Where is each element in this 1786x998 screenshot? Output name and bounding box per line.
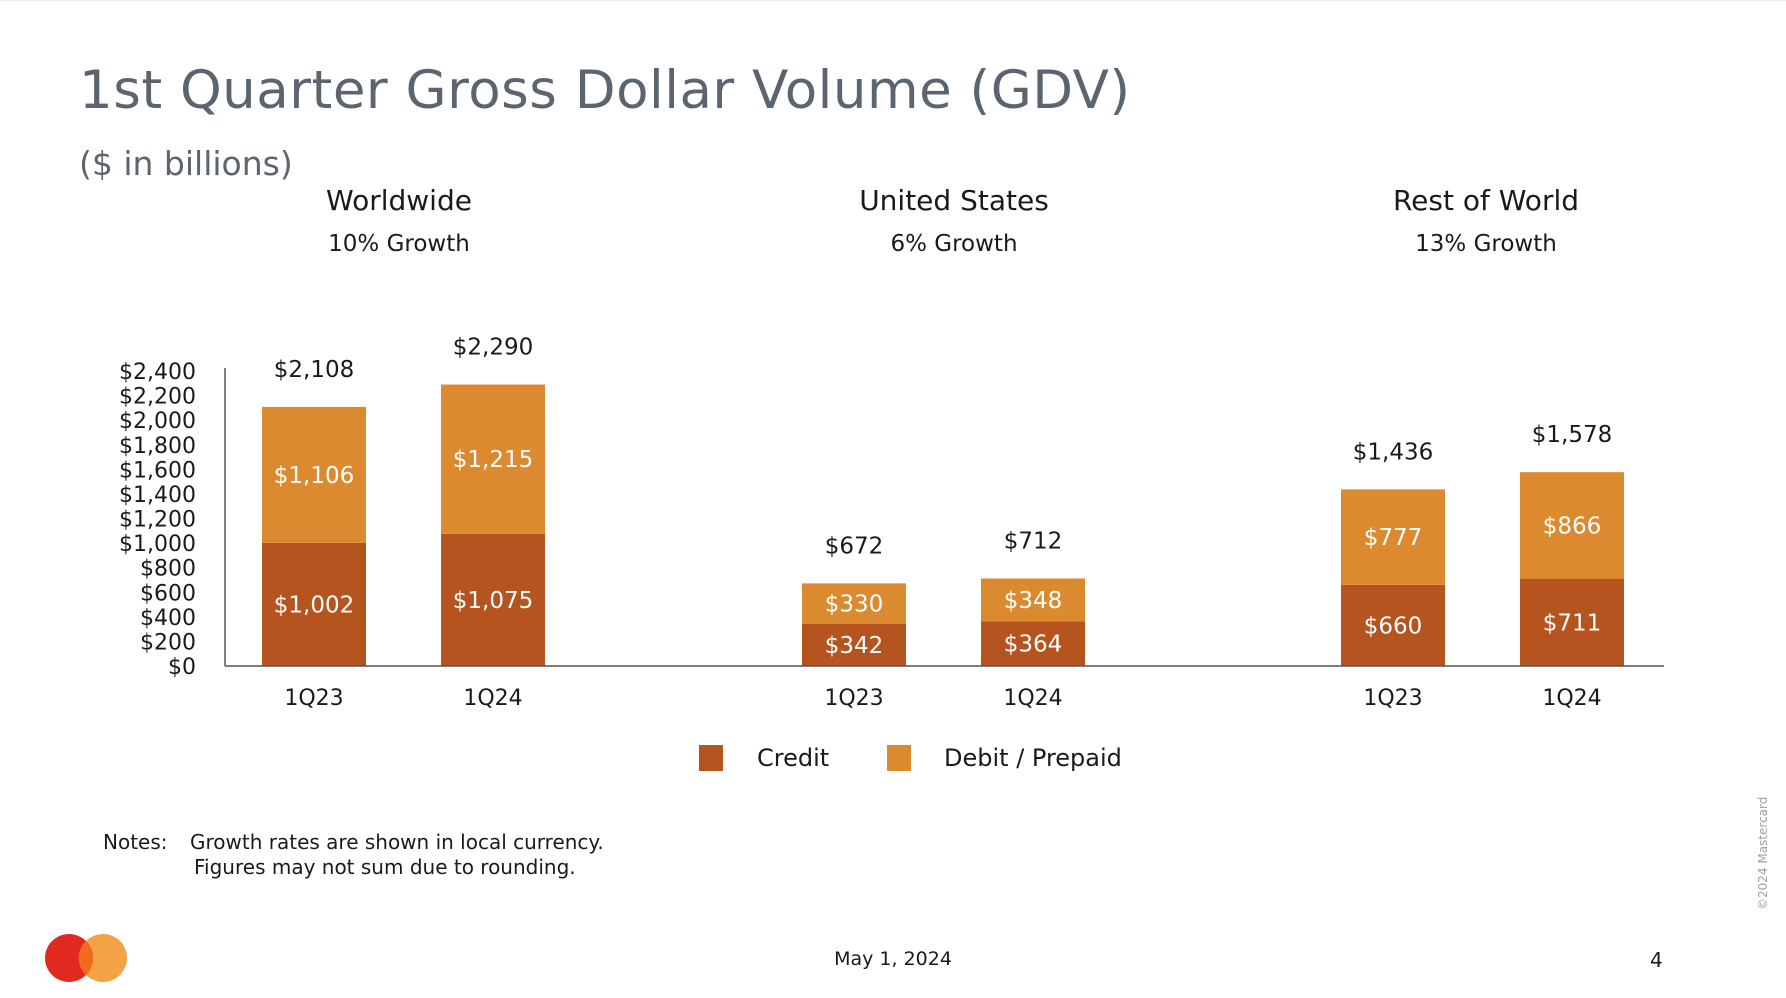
data-label-credit: $660 (1364, 613, 1423, 639)
panel-heading-worldwide: Worldwide 10% Growth (199, 184, 599, 257)
data-label-total: $2,108 (274, 357, 354, 383)
panel-heading-united-states: United States 6% Growth (754, 184, 1154, 257)
bar-debit-prepaid (441, 384, 545, 534)
data-label-credit: $342 (825, 633, 884, 659)
bar-debit-prepaid (1520, 472, 1624, 579)
bar-credit (441, 533, 545, 666)
data-label-credit: $364 (1004, 632, 1063, 658)
x-tick-label: 1Q24 (1003, 686, 1062, 711)
y-tick-label: $1,800 (119, 434, 196, 459)
x-tick-label: 1Q23 (284, 686, 343, 711)
data-label-credit: $1,075 (453, 588, 533, 614)
y-tick-label: $600 (140, 581, 196, 606)
gdv-bar-chart: $0$200$400$600$800$1,000$1,200$1,400$1,6… (119, 335, 1664, 711)
y-tick-label: $800 (140, 557, 196, 582)
panel-name: Worldwide (326, 184, 472, 217)
bar-credit (981, 621, 1085, 666)
slide-title: 1st Quarter Gross Dollar Volume (GDV) (79, 60, 1131, 121)
notes-line-1: Growth rates are shown in local currency… (190, 830, 604, 854)
legend: Credit Debit / Prepaid (0, 744, 1786, 785)
bar-credit (1341, 584, 1445, 666)
data-label-debit-prepaid: $1,106 (274, 463, 354, 489)
y-tick-label: $1,000 (119, 532, 196, 557)
data-label-credit: $711 (1543, 610, 1602, 636)
bar-debit-prepaid (262, 406, 366, 543)
y-tick-label: $2,000 (119, 409, 196, 434)
data-label-debit-prepaid: $1,215 (453, 447, 533, 473)
y-tick-label: $2,400 (119, 360, 196, 385)
mastercard-logo-icon (45, 934, 127, 982)
data-label-total: $2,290 (453, 335, 533, 361)
footer-date: May 1, 2024 (834, 948, 952, 970)
y-tick-label: $2,200 (119, 385, 196, 410)
legend-label-debit-prepaid: Debit / Prepaid (944, 744, 1122, 772)
legend-swatch-credit (699, 745, 723, 771)
panel-growth: 6% Growth (890, 231, 1018, 257)
data-label-total: $1,436 (1353, 439, 1433, 465)
copyright: ©2024 Mastercard (1756, 796, 1770, 910)
panel-name: Rest of World (1392, 184, 1580, 217)
bar-credit (262, 542, 366, 666)
bar-debit-prepaid (981, 578, 1085, 622)
data-label-debit-prepaid: $348 (1004, 588, 1063, 614)
data-label-debit-prepaid: $866 (1543, 513, 1602, 539)
y-tick-label: $1,600 (119, 458, 196, 483)
x-tick-label: 1Q24 (1542, 686, 1601, 711)
bar-credit (1520, 578, 1624, 666)
data-label-debit-prepaid: $330 (825, 592, 884, 618)
notes-label: Notes: (103, 830, 168, 854)
top-divider (0, 0, 1786, 1)
panel-growth: 10% Growth (328, 231, 470, 257)
notes-line-2: Figures may not sum due to rounding. (194, 855, 576, 879)
data-label-total: $712 (1004, 528, 1063, 554)
legend-swatch-debit-prepaid (887, 745, 911, 771)
x-tick-label: 1Q23 (824, 686, 883, 711)
slide-subtitle: ($ in billions) (79, 144, 293, 183)
x-tick-label: 1Q23 (1363, 686, 1422, 711)
y-tick-label: $200 (140, 630, 196, 655)
bar-debit-prepaid (802, 583, 906, 624)
page-number: 4 (1650, 948, 1663, 972)
x-tick-label: 1Q24 (463, 686, 522, 711)
legend-label-credit: Credit (757, 744, 830, 772)
bar-credit (802, 623, 906, 666)
panel-growth: 13% Growth (1415, 231, 1557, 257)
panel-heading-rest-of-world: Rest of World 13% Growth (1286, 184, 1686, 257)
y-tick-label: $1,400 (119, 483, 196, 508)
data-label-debit-prepaid: $777 (1364, 525, 1423, 551)
y-tick-label: $0 (168, 655, 196, 680)
data-label-credit: $1,002 (274, 592, 354, 618)
y-tick-label: $1,200 (119, 508, 196, 533)
panel-name: United States (859, 184, 1049, 217)
data-label-total: $672 (825, 533, 884, 559)
bar-debit-prepaid (1341, 489, 1445, 585)
y-tick-label: $400 (140, 606, 196, 631)
data-label-total: $1,578 (1532, 422, 1612, 448)
